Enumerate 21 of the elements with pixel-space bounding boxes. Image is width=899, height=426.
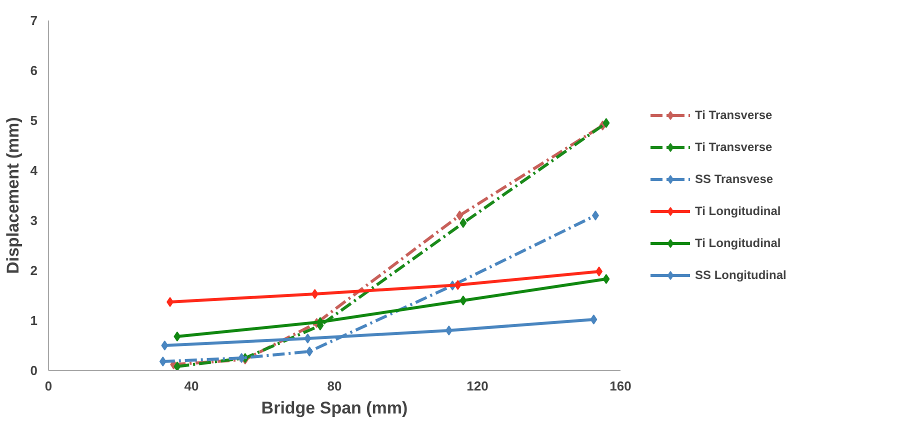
- x-tick-label: 0: [44, 378, 52, 394]
- legend-label: Ti Transverse: [695, 140, 772, 154]
- y-tick-label: 1: [30, 313, 38, 328]
- y-tick-label: 2: [30, 263, 38, 278]
- x-tick-label: 80: [327, 378, 342, 394]
- x-tick-label: 40: [184, 378, 199, 394]
- x-tick-label: 120: [466, 378, 488, 394]
- legend-label: SS Longitudinal: [695, 268, 786, 282]
- x-axis-title: Bridge Span (mm): [261, 398, 408, 418]
- legend-label: Ti Transverse: [695, 108, 772, 122]
- legend-label: SS Transvese: [695, 172, 774, 186]
- y-tick-label: 3: [30, 213, 38, 228]
- y-tick-label: 0: [30, 363, 38, 378]
- y-axis-title: Displacement (mm): [3, 117, 22, 274]
- y-tick-label: 6: [30, 63, 38, 78]
- y-tick-label: 7: [30, 13, 38, 28]
- y-tick-label: 4: [30, 163, 38, 178]
- legend-label: Ti Longitudinal: [695, 236, 781, 250]
- legend-label: Ti Longitudinal: [695, 204, 781, 218]
- x-tick-label: 160: [610, 378, 632, 394]
- y-tick-label: 5: [30, 113, 38, 128]
